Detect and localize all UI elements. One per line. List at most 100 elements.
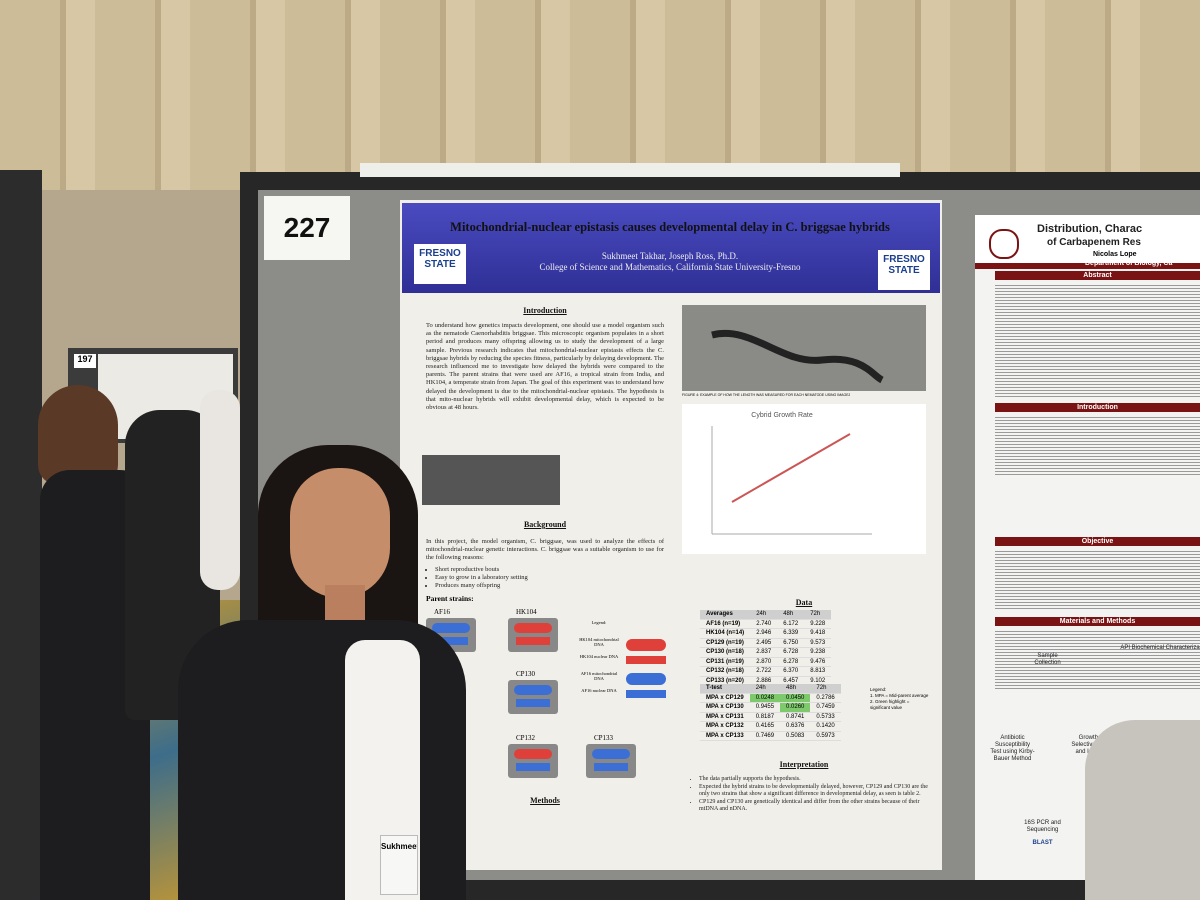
growth-lines [731, 433, 851, 503]
neighbor-title: Distribution, Charac [1037, 223, 1143, 235]
legend-text: Legend: [591, 620, 607, 625]
table-cell: 9.238 [804, 647, 832, 658]
cardigan [178, 620, 466, 900]
table-cell: 6.172 [777, 619, 805, 629]
header-cell: 72h [804, 610, 832, 620]
ttest-legend: Legend: 1. MPA = Mid-parent average 2. Gre… [870, 687, 930, 711]
chart-image: Cybrid Growth Rate [682, 404, 926, 554]
table-cell: 0.0248 [749, 693, 781, 703]
step-label: 16S PCR and Sequencing [1024, 820, 1061, 833]
table-cell: 2.837 [750, 647, 778, 658]
logo: FRESNO STATE [414, 244, 466, 284]
ndna [434, 637, 468, 645]
header-cell: 24h [750, 610, 778, 620]
neighbor-title: of Carbapenem Res [1047, 237, 1141, 248]
text-block [995, 283, 1200, 399]
section-heading: Data [795, 598, 813, 607]
bullet: CP129 and CP130 are genetically identica… [699, 799, 933, 814]
intro-text: To understand how genetics impacts devel… [426, 322, 664, 412]
table-cell: 6.750 [777, 638, 805, 648]
strain-label: CP133 [594, 734, 614, 742]
name-badge: Sukhmeet [380, 835, 418, 895]
mtdna [514, 623, 552, 633]
table-cell: 2.722 [750, 666, 778, 677]
step-label: API Biochemical Characteriza [1120, 645, 1200, 651]
authors: Sukhmeet Takhar, Joseph Ross, Ph.D. [601, 251, 739, 261]
mtdna [514, 685, 552, 695]
averages-table: Averages 24h 48h 72h AF16 (n=19) 2.740 6.172 9.… [700, 610, 832, 686]
bullet: Easy to grow in a laboratory setting [435, 574, 673, 582]
mtdna [432, 623, 470, 633]
bystander-hair [38, 385, 118, 485]
bystander [200, 390, 240, 590]
table-cell: 6.728 [777, 647, 805, 658]
table-cell: 6.278 [777, 657, 805, 667]
table-cell: 0.8187 [749, 712, 781, 722]
table-cell: 0.7469 [749, 731, 781, 741]
table-cell: 9.228 [804, 619, 832, 629]
section-bar: Materials and Methods [995, 617, 1200, 626]
text-block [995, 415, 1200, 475]
worm-photo [422, 455, 560, 505]
table-cell: 0.4165 [749, 721, 781, 732]
section-heading: Background [523, 520, 567, 529]
text-block [995, 629, 1200, 689]
table-cell: CP129 (n=19) [700, 638, 751, 648]
table-row: CP130 (n=18) 2.837 6.728 9.238 [700, 647, 832, 658]
table-cell: 0.5733 [810, 712, 841, 722]
table-row: AF16 (n=19) 2.740 6.172 9.228 [700, 619, 832, 629]
table-cell: 2.870 [750, 657, 778, 667]
table-cell: CP132 (n=18) [700, 666, 751, 677]
step-label: Antibiotic Susceptibility Test using Kir… [990, 735, 1035, 762]
table-cell: CP131 (n=19) [700, 657, 751, 667]
strain-box [508, 680, 558, 714]
legend-text: HK104 nuclear DNA [579, 654, 619, 659]
section-heading: Interpretation [779, 760, 829, 769]
mtdna [592, 749, 630, 759]
table-cell: 0.0260 [780, 702, 811, 713]
section-heading: Introduction [523, 306, 567, 315]
worm-micrograph [682, 305, 926, 391]
table-row: MPA x CP133 0.7469 0.5083 0.5973 [700, 731, 841, 741]
table-row: MPA x CP130 0.9455 0.0260 0.7459 [700, 702, 841, 713]
strain-box [508, 744, 558, 778]
table-cell: 0.7459 [810, 702, 841, 713]
bullet: Produces many offspring [435, 582, 673, 590]
bullet-list: Short reproductive boutsEasy to grow in … [426, 566, 673, 591]
figure-caption: FIGURE 4: EXAMPLE OF HOW THE LENGTH WAS … [682, 393, 851, 397]
table-row: MPA x CP132 0.4165 0.6376 0.1420 [700, 721, 841, 732]
table-cell: 2.946 [750, 628, 778, 639]
section-heading: Methods [530, 796, 560, 805]
table-cell: 8.813 [804, 666, 832, 677]
table-cell: 0.0450 [780, 693, 811, 703]
poster: Mitochondrial-nuclear epistasis causes d… [400, 200, 942, 870]
table-cell: 0.5973 [810, 731, 841, 741]
legend-text: HK104 mitochondrial DNA [579, 637, 619, 647]
strain-label: HK104 [516, 608, 537, 616]
table-cell: 0.5083 [780, 731, 811, 741]
table-cell: MPA x CP130 [700, 702, 750, 713]
ndna [594, 763, 628, 771]
poster-title: Mitochondrial-nuclear epistasis causes d… [450, 220, 890, 234]
section-bar: Introduction [995, 403, 1200, 412]
header-cell: 48h [780, 684, 811, 694]
table-cell: CP130 (n=18) [700, 647, 751, 658]
table-cell: 6.339 [777, 628, 805, 639]
header-cell: 24h [749, 684, 781, 694]
strain-label: AF16 [434, 608, 450, 616]
table-row: CP131 (n=19) 2.870 6.278 9.476 [700, 657, 832, 667]
bullet-list: The data partially supports the hypothes… [690, 776, 933, 814]
table-header: T-test 24h 48h 72h [700, 684, 841, 694]
text-block [995, 549, 1200, 609]
table-cell: 0.2786 [810, 693, 841, 703]
legend-item: Legend: [870, 687, 887, 692]
table-cell: 6.370 [777, 666, 805, 677]
background-board-number: 197 [74, 354, 96, 368]
table-cell: 0.1420 [810, 721, 841, 732]
table-cell: 2.740 [750, 619, 778, 629]
table-cell: MPA x CP129 [700, 693, 750, 703]
step-label: Sample Collection [1034, 653, 1061, 666]
legend-item: 1. MPA = Mid-parent average [870, 693, 929, 698]
strain-box [508, 618, 558, 652]
